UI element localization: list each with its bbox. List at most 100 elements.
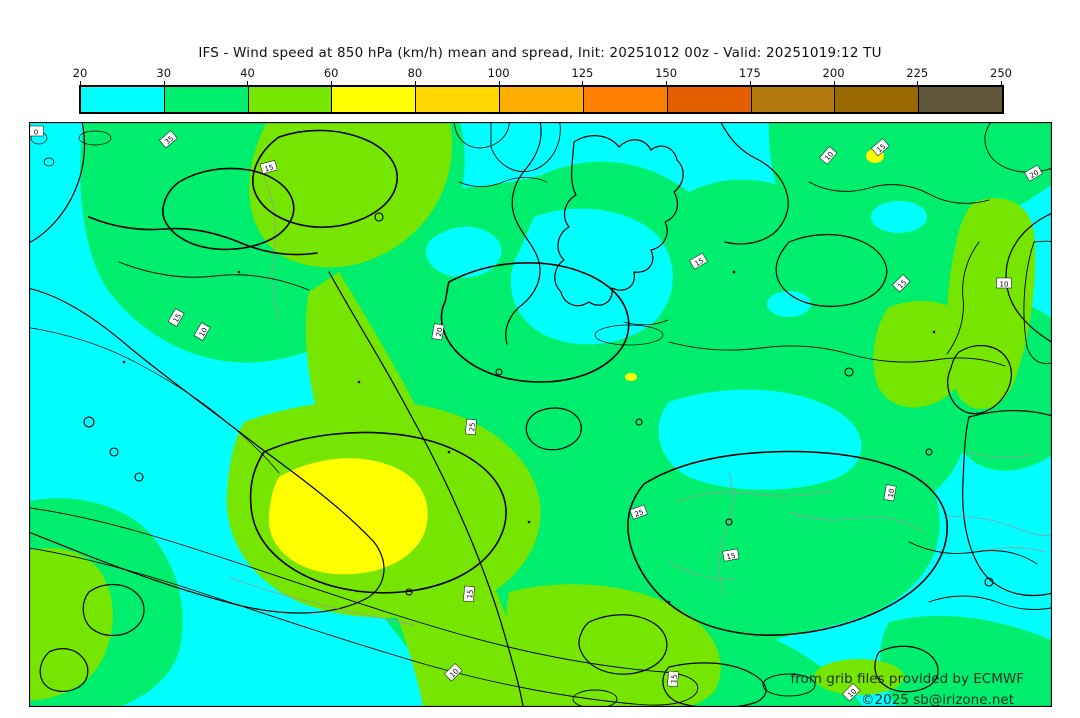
coastline-thin — [458, 177, 548, 187]
contour-value-label: 15 — [463, 585, 475, 603]
white-patch-south-2 — [762, 673, 816, 697]
chartreuse-south-center — [506, 584, 721, 710]
attribution: from grib files provided by ECMWF ©2025 … — [791, 671, 1024, 708]
border-layer — [228, 176, 1057, 626]
contour-loop — [249, 431, 507, 594]
colorbar-segment — [416, 87, 501, 112]
border-line — [718, 471, 733, 597]
contour-value-label: 15 — [871, 138, 890, 157]
white-gap-top-1 — [453, 117, 510, 149]
white-speck-nw-2 — [43, 157, 55, 167]
fill-layer — [22, 117, 1057, 710]
contour-loop — [947, 345, 1012, 415]
cyan-hole-small-2 — [871, 201, 927, 233]
colorbar-tick-label: 80 — [407, 66, 423, 80]
colorbar-segment — [500, 87, 584, 112]
colorbar-segment — [751, 87, 836, 112]
contour-value-label: 20 — [431, 323, 445, 341]
contour-value-label: 0 — [28, 125, 44, 137]
svg-text:35: 35 — [163, 134, 175, 146]
colorbar-tick — [163, 81, 165, 85]
colorbar-tick — [414, 81, 416, 85]
contour-dot — [527, 520, 531, 524]
colorbar-tick — [833, 81, 835, 85]
colorbar — [79, 85, 1004, 114]
contour-dot — [447, 450, 451, 454]
contour-islet — [83, 416, 95, 428]
contour-islet — [374, 212, 384, 222]
border-line — [788, 511, 924, 533]
colorbar-tick — [917, 81, 919, 85]
colorbar-segment — [583, 87, 668, 112]
contour-islet — [635, 418, 643, 426]
contour-loop — [775, 233, 888, 307]
colorbar-tick — [80, 81, 81, 85]
svg-text:0: 0 — [34, 129, 38, 137]
svg-text:15: 15 — [693, 257, 705, 268]
white-patch-south-1 — [662, 662, 767, 709]
colorbar-tick-labels: 20 30 40 60 80 100 125 150 175 200 225 250 — [73, 66, 1012, 80]
contour-label-layer: 0 35 15 15 10 20 25 15 15 10 15 10 15 10 25 15 10 15 10 20 — [28, 125, 1043, 702]
colorbar-tick-label: 125 — [571, 66, 594, 80]
svg-text:10: 10 — [448, 667, 460, 679]
svg-text:15: 15 — [264, 163, 275, 173]
svg-text:20: 20 — [435, 327, 444, 337]
white-region-biscay-band — [22, 506, 699, 706]
yellow-spot-center — [625, 373, 637, 381]
chartreuse-southwest-corner — [25, 548, 113, 701]
contour-layer — [24, 117, 1060, 707]
colorbar-tick-label: 40 — [240, 66, 255, 80]
svg-text:15: 15 — [726, 552, 736, 561]
contour-loop — [874, 645, 939, 693]
colorbar-segment — [81, 87, 165, 112]
white-corner-northeast — [984, 117, 1057, 173]
svg-text:20: 20 — [1028, 169, 1040, 180]
green-region-southeast — [880, 615, 1056, 710]
contour-value-label: 20 — [1024, 164, 1043, 182]
colorbar-tick — [331, 81, 333, 85]
contour-meander — [718, 117, 789, 245]
contour-islet — [984, 577, 994, 587]
colorbar-tick-label: 200 — [822, 66, 845, 80]
colorbar-segment — [248, 87, 333, 112]
border-line — [668, 561, 738, 581]
contour-value-label: 10 — [444, 663, 463, 682]
svg-text:15: 15 — [670, 674, 679, 684]
white-region-east-balkans — [962, 410, 1057, 597]
svg-text:15: 15 — [896, 278, 908, 290]
chartreuse-south-east-blob — [814, 659, 904, 695]
contour-line — [623, 319, 669, 326]
border-line — [676, 489, 834, 503]
contour-dot — [357, 380, 361, 384]
contour-line — [668, 341, 1006, 367]
contour-line — [118, 261, 310, 291]
contour-islet — [725, 518, 733, 526]
svg-text:10: 10 — [823, 150, 835, 162]
cyan-hole-small-1 — [426, 226, 502, 278]
contour-loop — [525, 407, 582, 451]
page-title: IFS - Wind speed at 850 hPa (km/h) mean … — [198, 45, 882, 61]
contour-value-label: 35 — [159, 130, 178, 149]
contour-dot — [122, 360, 126, 364]
contour-value-label: 15 — [667, 670, 679, 688]
colorbar-tick-label: 150 — [655, 66, 678, 80]
contour-value-label: 25 — [629, 504, 648, 520]
map-frame — [28, 121, 1053, 708]
colorbar-tick — [498, 81, 500, 85]
svg-text:10: 10 — [846, 687, 858, 699]
border-line — [943, 516, 1057, 537]
contour-islet — [405, 588, 413, 596]
contour-islet — [109, 447, 119, 457]
contour-line — [908, 541, 1038, 565]
white-region-scandinavia — [554, 135, 684, 307]
colorbar-tick-label: 30 — [156, 66, 172, 80]
contour-loop — [82, 583, 145, 637]
colorbar-tick-label: 250 — [990, 66, 1012, 80]
cyan-hole-small-3 — [767, 291, 811, 317]
contour-line — [88, 216, 318, 256]
contour-dot — [237, 270, 241, 274]
white-region-alps — [627, 450, 948, 636]
contour-diagonal — [328, 271, 524, 707]
